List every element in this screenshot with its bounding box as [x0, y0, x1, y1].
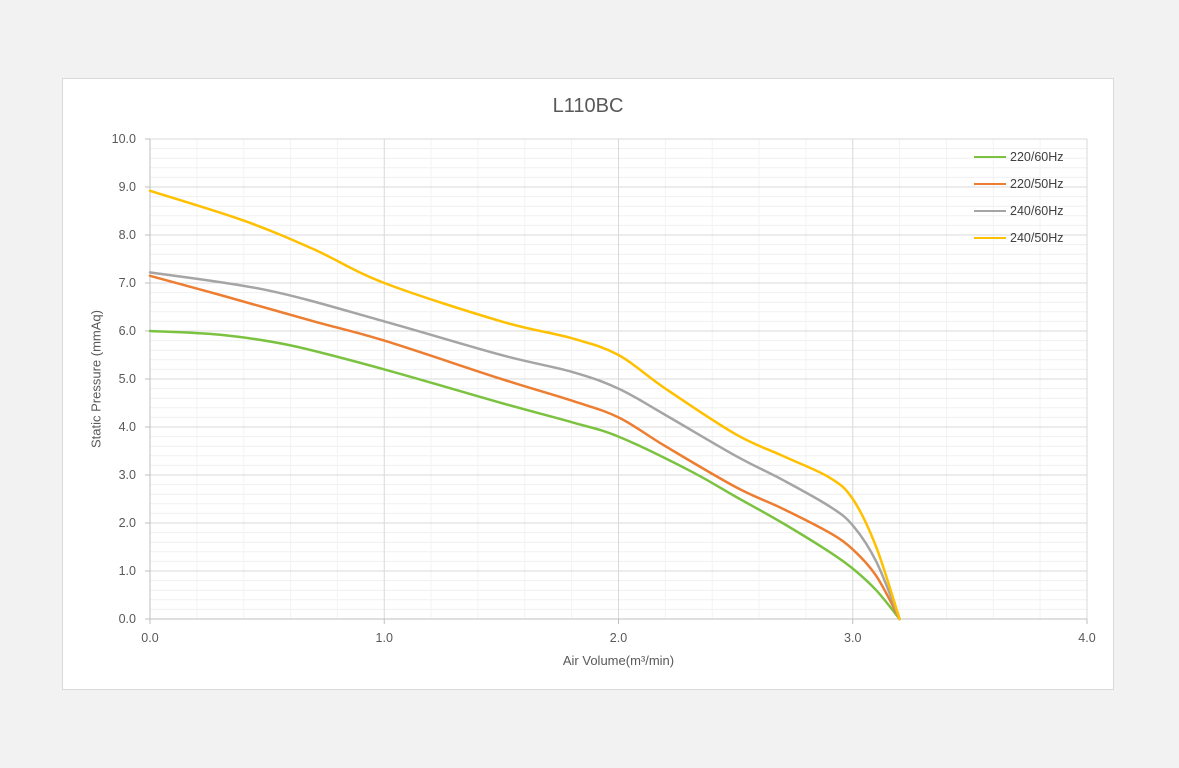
y-tick-label: 6.0	[119, 324, 136, 338]
x-axis-label: Air Volume(m³/min)	[562, 653, 675, 668]
series-line-240-50hz	[148, 189, 901, 621]
series-line-220-60hz	[148, 329, 901, 621]
plot-area: 0.0 1.0 2.0 3.0 4.0 5.0 6.0 7.0 8.0 9.0 10.0 0.0 1.0…	[112, 132, 1096, 645]
y-tick-label: 0.0	[119, 612, 136, 626]
y-tick-label: 2.0	[119, 516, 136, 530]
legend-label-220-60: 220/60Hz	[1010, 149, 1064, 164]
y-tick-label: 1.0	[119, 564, 136, 578]
series-line-220-50hz	[148, 274, 901, 621]
chart-title: L110BC	[552, 95, 624, 117]
legend-swatch-240-50	[974, 236, 1006, 239]
legend-swatch-240-60	[974, 209, 1006, 212]
y-tick-label: 9.0	[119, 180, 136, 194]
y-tick-label: 3.0	[119, 468, 136, 482]
legend-label-240-50: 240/50Hz	[1010, 230, 1064, 245]
y-tick-label: 10.0	[112, 132, 136, 146]
legend: 220/60Hz 220/50Hz 240/60Hz 240/50Hz	[974, 143, 1094, 251]
y-tick-label: 4.0	[119, 420, 136, 434]
legend-item: 220/60Hz	[974, 143, 1094, 170]
legend-label-220-50: 220/50Hz	[1010, 176, 1064, 191]
legend-swatch-220-50	[974, 182, 1006, 185]
legend-item: 240/60Hz	[974, 197, 1094, 224]
y-axis-label: Static Pressure (mmAq)	[88, 310, 104, 448]
legend-item: 220/50Hz	[974, 170, 1094, 197]
x-tick-label: 2.0	[610, 631, 627, 645]
x-tick-label: 0.0	[141, 631, 158, 645]
x-tick-label: 3.0	[844, 631, 861, 645]
legend-item: 240/50Hz	[974, 224, 1094, 251]
y-tick-label: 7.0	[119, 276, 136, 290]
x-tick-label: 4.0	[1078, 631, 1095, 645]
x-tick-label: 1.0	[376, 631, 393, 645]
legend-label-240-60: 240/60Hz	[1010, 203, 1064, 218]
y-tick-label: 8.0	[119, 228, 136, 242]
legend-swatch-220-60	[974, 155, 1006, 158]
series-line-240-60hz	[148, 271, 901, 621]
y-tick-label: 5.0	[119, 372, 136, 386]
chart-panel: L110BC 0.0 1.0 2.0 3.0 4.0 5.0 6.0 7.0 8.0 9.0 10.…	[62, 78, 1114, 690]
